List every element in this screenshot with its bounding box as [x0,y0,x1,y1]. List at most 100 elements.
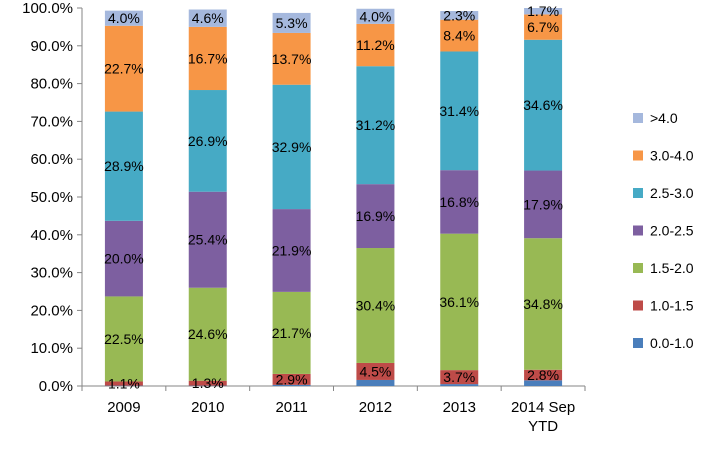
data-label: 30.4% [356,297,396,313]
bar-segment-0-0-1-0-2012 [356,379,395,386]
bar-segment-4-0-2013 [440,11,479,20]
bar-segment-1-5-2-0-2009 [104,296,143,382]
data-label: 3.7% [443,369,475,385]
bar-segment-4-0-2012 [356,8,395,24]
x-tick-label: 2013 [443,399,476,416]
data-label: 34.8% [523,296,563,312]
bar-segment-1-0-1-5-2014-sep-ytd [524,369,563,381]
bar-segment-3-0-4-0-2011 [272,32,311,85]
data-label: 22.7% [104,61,144,77]
x-tick-label: 2014 Sep [511,399,575,416]
data-label: 1.7% [527,3,559,19]
x-tick-label: YTD [528,418,558,435]
axes: 0.0% 10.0% 20.0% 30.0% 40.0% 50.0% 60.0% 70.0% 8… [22,0,586,435]
bar-segment-3-0-4-0-2013 [440,19,479,52]
bar-segment-2-0-2-5-2014-sep-ytd [524,170,563,239]
data-label: 31.4% [439,103,479,119]
bar-segment-3-0-4-0-2009 [104,25,143,112]
y-tick-label: 60.0% [30,151,73,168]
y-tick-label: 80.0% [30,76,73,93]
y-tick-label: 100.0% [22,0,73,17]
bar-segment-0-0-1-0-2013 [440,384,479,386]
data-label: 22.5% [104,331,144,347]
legend-swatch-1-5-2-0 [633,263,643,273]
legend-label: 0.0-1.0 [650,335,694,351]
bar-segment-3-0-4-0-2010 [188,26,227,91]
legend-swatch-4-0 [633,113,643,123]
bar-segment-3-0-4-0-2012 [356,23,395,67]
data-label: 31.2% [356,117,396,133]
bar-segment-2-0-2-5-2009 [104,220,143,297]
legend-label: 2.0-2.5 [650,223,694,239]
legend-swatch-0-0-1-0 [633,338,643,348]
bar-segment-1-5-2-0-2014-sep-ytd [524,238,563,370]
bar-segment-2-0-2-5-2013 [440,170,479,234]
legend-label: 1.5-2.0 [650,260,694,276]
data-label: 5.3% [276,15,308,31]
bar-segment-4-0-2014-sep-ytd [524,8,563,15]
bar-segment-1-5-2-0-2011 [272,291,311,374]
data-label: 28.9% [104,158,144,174]
bar-segment-1-0-1-5-2009 [104,381,143,386]
bar-segment-1-5-2-0-2013 [440,233,479,371]
x-tick-label: 2009 [107,399,140,416]
bar-stacks [104,8,563,386]
data-label: 6.7% [527,19,559,35]
bar-segment-1-0-1-5-2013 [440,370,479,385]
legend-label: 3.0-4.0 [650,148,694,164]
bar-segment-2-5-3-0-2009 [104,111,143,221]
data-label: 4.5% [359,363,391,379]
legend: >4.0 3.0-4.0 2.5-3.0 2.0-2.5 1.5-2.0 1.0-1.5 0… [633,110,694,351]
bar-segment-2-0-2-5-2010 [188,191,227,288]
legend-label: >4.0 [650,110,678,126]
data-label: 20.0% [104,251,144,267]
legend-swatch-1-0-1-5 [633,300,643,311]
bar-segment-4-0-2009 [104,10,143,26]
legend-swatch-2-0-2-5 [633,225,643,236]
bar-segment-4-0-2011 [272,12,311,33]
y-tick-label: 30.0% [30,265,73,282]
legend-swatch-3-0-4-0 [633,150,643,161]
bar-segment-0-0-1-0-2011 [272,384,311,386]
bar-segment-2-5-3-0-2012 [356,66,395,185]
data-label: 1.1% [108,376,140,392]
data-label: 32.9% [272,139,312,155]
bar-segment-1-5-2-0-2010 [188,287,227,381]
data-label: 2.8% [527,367,559,383]
bar-segment-0-0-1-0-2014-sep-ytd [524,380,563,386]
data-label: 11.2% [356,37,395,53]
data-label: 1.3% [192,375,224,391]
data-label: 16.8% [439,194,479,210]
bar-segment-4-0-2010 [188,9,227,27]
legend-label: 2.5-3.0 [650,185,694,201]
data-label: 17.9% [523,196,563,212]
y-tick-label: 50.0% [30,189,73,206]
legend-swatch-2-5-3-0 [633,188,643,198]
bar-segment-1-0-1-5-2012 [356,362,395,380]
x-tick-label: 2012 [359,399,392,416]
bar-segment-1-0-1-5-2010 [188,380,227,386]
data-label: 4.0% [359,8,391,24]
data-label: 21.7% [272,325,312,341]
bar-segment-2-5-3-0-2010 [188,90,227,192]
data-label: 26.9% [188,133,228,149]
y-tick-label: 20.0% [30,302,73,319]
y-tick-label: 70.0% [30,113,73,130]
y-tick-label: 10.0% [30,340,73,357]
data-label: 36.1% [439,294,479,310]
bar-segment-2-5-3-0-2013 [440,51,479,171]
bar-segment-1-5-2-0-2012 [356,248,395,363]
data-label: 16.7% [188,50,228,66]
data-label: 4.6% [192,10,224,26]
bar-segment-2-0-2-5-2011 [272,209,311,292]
y-tick-label: 0.0% [39,378,73,395]
y-tick-label: 90.0% [30,38,73,55]
data-label: 2.3% [443,7,475,23]
y-tick-label: 40.0% [30,227,73,244]
bar-segment-2-5-3-0-2011 [272,84,311,210]
data-label: 4.0% [108,10,140,26]
data-label: 8.4% [443,28,475,44]
bar-segment-2-5-3-0-2014-sep-ytd [524,39,563,171]
bar-segment-2-0-2-5-2012 [356,184,395,249]
